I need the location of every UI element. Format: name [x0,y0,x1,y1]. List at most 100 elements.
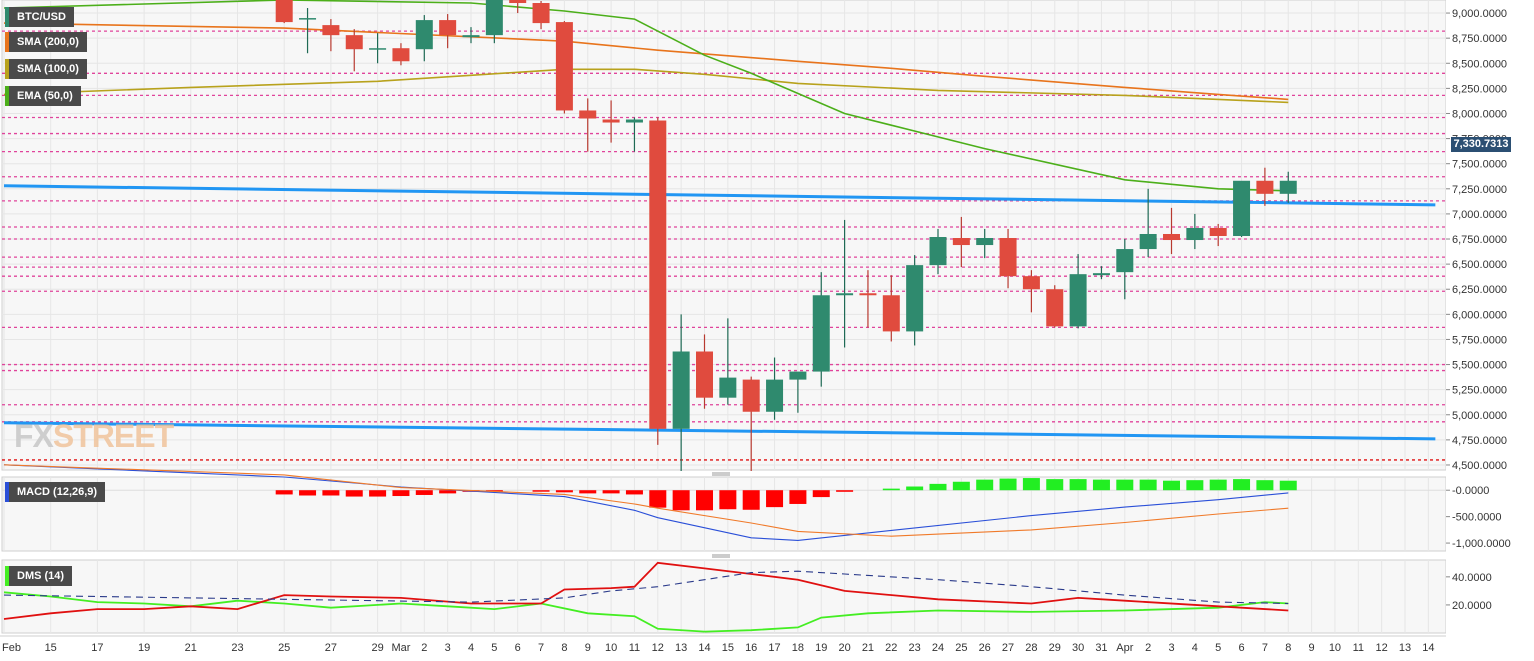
x-axis-label: 12 [652,642,664,654]
candle [812,272,830,387]
x-axis-label: 17 [91,642,103,654]
macd-histogram-bar [929,483,947,491]
candle [1116,239,1134,300]
candle-body [602,119,620,123]
x-axis-label: 17 [768,642,780,654]
candle-body [1139,233,1157,250]
sma100-line [3,68,1289,104]
x-axis-label: 21 [185,642,197,654]
ema50-line [3,0,1289,192]
candle [1256,167,1274,206]
macd-histogram-bar [1279,480,1297,491]
x-axis-label: 18 [792,642,804,654]
candle [672,314,690,472]
sma100-label[interactable]: SMA (100,0) [5,59,87,79]
macd-histogram-bar [579,490,597,494]
dms-swatch [5,566,9,586]
macd-histogram-bar [789,490,807,504]
candle [649,117,667,445]
candle-body [1233,180,1251,237]
macd-histogram-bar [415,490,433,495]
macd-histogram-bar [1022,478,1040,491]
x-axis-label: 11 [1353,642,1364,654]
pane-macd-background [1,476,1447,552]
price-axis-label: 5,250.0000 [1452,385,1507,397]
macd-histogram-bar [742,490,760,510]
candle-body [696,351,713,398]
candle [532,1,550,30]
x-axis-label: 4 [468,642,474,654]
price-axis-label: 8,250.0000 [1452,83,1507,95]
x-axis-label: 22 [885,642,897,654]
x-axis-label: 30 [1072,642,1084,654]
macd-histogram-bar [369,490,387,497]
x-axis-label: 29 [1049,642,1061,654]
macd-histogram-bar [952,481,970,491]
macd-axis-label: -1,000.0000 [1452,538,1511,550]
candle [415,15,433,62]
macd-histogram-bar [719,490,737,510]
price-axis-label: 8,000.0000 [1452,108,1507,120]
sma200-swatch [5,32,9,52]
price-axis-label: 7,500.0000 [1452,159,1507,171]
symbol-label[interactable]: BTC/USD [5,7,74,27]
candle-body [1256,180,1274,194]
candle [1209,223,1227,247]
x-axis-label: 29 [371,642,383,654]
candle-body [392,48,410,62]
candle [1233,180,1251,238]
candle [509,0,527,14]
macd-histogram-bar [999,478,1017,491]
macd-label[interactable]: MACD (12,26,9) [5,482,106,502]
candle [719,318,737,405]
x-axis-label: 15 [45,642,57,654]
x-axis-label: 2 [421,642,427,654]
candle-body [742,379,760,412]
x-axis-label: 9 [585,642,591,654]
sma200-label[interactable]: SMA (200,0) [5,32,87,52]
macd-label-text: MACD (12,26,9) [17,486,98,498]
candle-body [1022,276,1040,290]
candle-body [1116,249,1134,273]
macd-histogram-bar [1116,479,1134,491]
price-axis-label: 6,500.0000 [1452,259,1507,271]
macd-axis-label: -500.0000 [1452,512,1502,524]
x-axis-label: 8 [1285,642,1291,654]
price-axis-label: 6,250.0000 [1452,284,1507,296]
candle-body [415,20,433,50]
candle [555,21,573,114]
price-axis-label: 7,250.0000 [1452,184,1507,196]
macd-histogram-bar [1256,480,1274,491]
macd-histogram-bar [836,490,854,492]
macd-histogram-bar [672,490,690,511]
candle-body [976,238,994,246]
ema50-swatch [5,86,9,106]
ema50-label[interactable]: EMA (50,0) [5,86,81,106]
macd-histogram-bar [1046,479,1064,491]
watermark-fx: FX [14,418,54,454]
candle-body [952,238,970,246]
candle [439,14,457,49]
price-axis-label: 5,500.0000 [1452,360,1507,372]
price-axis-label: 5,750.0000 [1452,334,1507,346]
x-axis-label: 27 [325,642,337,654]
macd-histogram-bar [696,490,713,511]
dms-label[interactable]: DMS (14) [5,566,73,586]
candle [1046,285,1064,328]
x-axis-label: 5 [1215,642,1221,654]
dms-di_minus-line [3,561,1289,620]
candle [1163,207,1180,255]
candle-body [672,351,690,429]
x-axis-label: 23 [231,642,243,654]
candle-body [1046,289,1064,327]
macd-histogram-bar [1069,479,1087,491]
candle-body [275,0,293,23]
candle-body [1069,274,1087,327]
candle-body [766,379,784,412]
x-axis-label: 19 [815,642,827,654]
x-axis-label: Mar [391,642,410,654]
price-axis-label: 6,750.0000 [1452,234,1507,246]
macd-signal-line [3,464,1289,537]
pane-price-background [1,0,1447,471]
